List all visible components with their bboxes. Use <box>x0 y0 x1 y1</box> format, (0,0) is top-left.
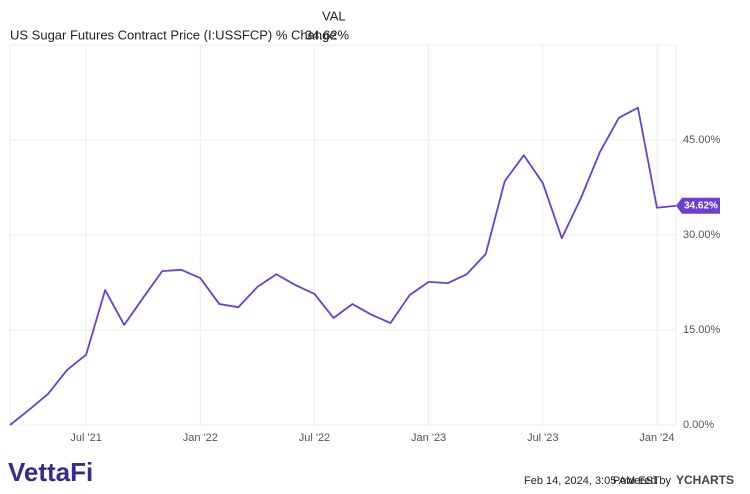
y-tick-label: 15.00% <box>683 324 721 336</box>
legend-header: VAL <box>322 8 346 23</box>
x-tick-label: Jul '21 <box>70 432 101 444</box>
legend-value: 34.62% <box>305 27 350 42</box>
y-tick-label: 30.00% <box>683 229 721 241</box>
x-tick-label: Jan '23 <box>411 432 446 444</box>
legend-series-name: US Sugar Futures Contract Price (I:USSFC… <box>10 27 337 42</box>
x-tick-label: Jul '23 <box>527 432 558 444</box>
end-badge <box>676 197 720 214</box>
y-tick-label: 45.00% <box>683 134 721 146</box>
y-tick-label: 0.00% <box>683 419 714 431</box>
logo: VettaFi <box>8 457 93 487</box>
series-line <box>9 106 677 426</box>
timestamp: Feb 14, 2024, 3:05 AM EST <box>524 475 660 487</box>
brand: YCHARTS <box>676 473 734 487</box>
x-tick-label: Jan '22 <box>183 432 218 444</box>
end-label: 34.62% <box>684 200 718 211</box>
x-tick-label: Jul '22 <box>299 432 330 444</box>
powered-by: Powered by <box>613 475 672 487</box>
x-tick-label: Jan '24 <box>639 432 674 444</box>
